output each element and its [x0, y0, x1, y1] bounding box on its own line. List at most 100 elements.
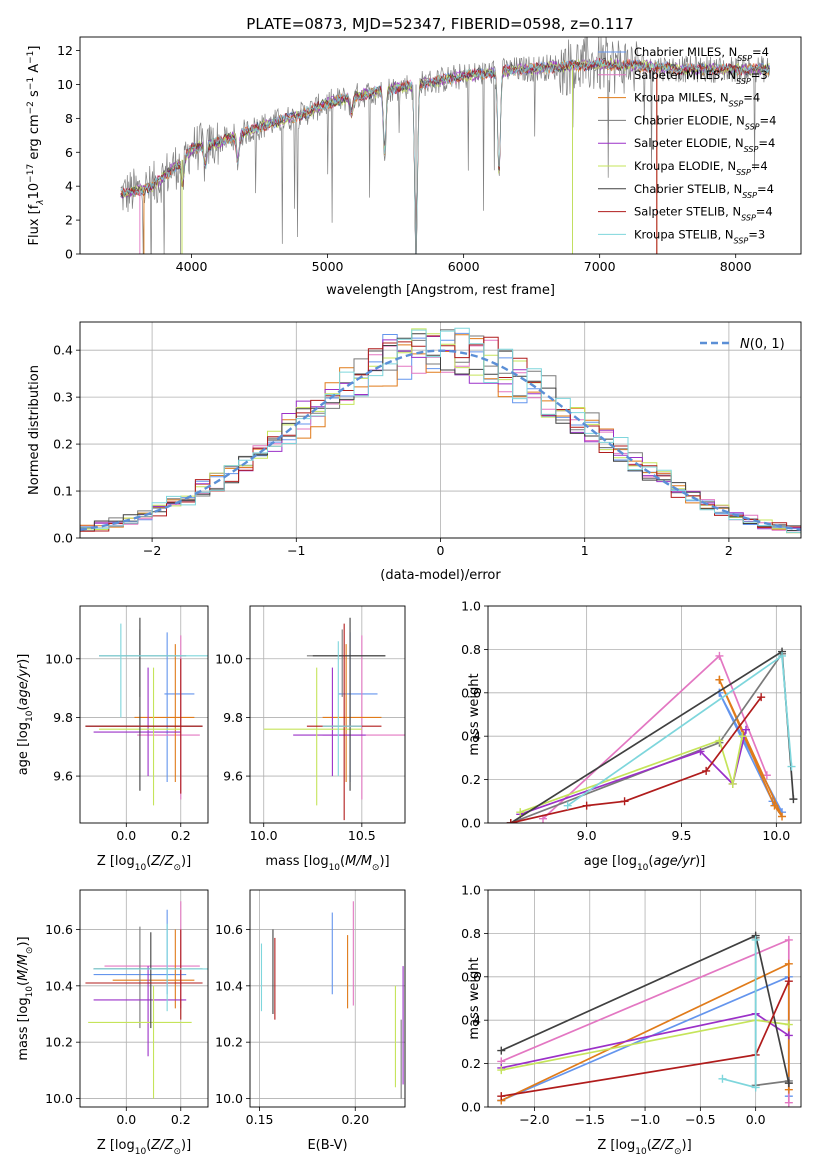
axes-frame — [79, 321, 802, 539]
weight-point-kroupa-stelib — [718, 1074, 727, 1083]
grid — [488, 889, 801, 1108]
weight-line-kroupa-stelib — [567, 654, 793, 807]
y-tick-label: 10 — [57, 77, 73, 92]
plot-area — [260, 901, 404, 1099]
weight-lines — [497, 931, 793, 1107]
x-tick-label: 10.0 — [250, 828, 278, 843]
plot-area — [120, 37, 771, 254]
page-title: PLATE=0873, MJD=52347, FIBERID=0598, z=0… — [246, 15, 633, 33]
panel-age-vs-mass: 10.0 10.5 9.6 9.8 10.0 mass [log10(M/M⊙)] — [215, 605, 406, 873]
grid — [80, 606, 208, 823]
y-axis-label: Normed distribution — [27, 365, 42, 495]
y-tick-label: 10.0 — [215, 651, 243, 666]
axes-frame — [79, 605, 209, 824]
legend-label: N(0, 1) — [740, 337, 785, 352]
weight-point-salpeter-stelib — [784, 977, 793, 986]
weight-point-salpeter-elodie — [741, 725, 750, 734]
x-tick-label: 6000 — [448, 259, 480, 274]
y-tick-label: 10.6 — [215, 922, 243, 937]
weight-point-salpeter-miles — [762, 771, 771, 780]
panel-weight-vs-age: 9.0 9.5 10.0 0.0 0.2 0.4 0.6 0.8 1.0 age [log10(a… — [461, 599, 802, 873]
x-tick-label: 2 — [725, 543, 733, 558]
y-tick-label: 4 — [65, 179, 73, 194]
errorbars — [85, 901, 208, 1099]
model-line-kroupa-stelib — [120, 59, 770, 254]
plot-area — [506, 647, 798, 823]
weight-point-salpeter-miles — [715, 651, 724, 660]
axes-frame — [79, 889, 209, 1108]
x-tick-label: −1.0 — [630, 1112, 660, 1127]
legend: Chabrier MILES, NSSP=4 Salpeter MILES, NS… — [598, 45, 776, 245]
y-axis-label: mass [log10(M/M⊙)] — [16, 936, 35, 1060]
y-tick-label: 0.4 — [53, 343, 73, 358]
panels: 4000 5000 6000 7000 8000024681012wavelength … — [16, 36, 802, 1157]
weight-point-salpeter-miles — [784, 935, 793, 944]
x-tick-label: 7000 — [584, 259, 616, 274]
y-tick-label: 10.4 — [45, 978, 73, 993]
y-tick-label: 0.6 — [461, 685, 481, 700]
y-tick-label: 1.0 — [461, 883, 481, 898]
y-tick-label: 10.6 — [45, 922, 73, 937]
x-axis-label: age [log10(age/yr)] — [584, 854, 706, 873]
y-tick-label: 10.0 — [45, 651, 73, 666]
x-tick-label: −0.5 — [685, 1112, 715, 1127]
errorbars — [260, 901, 404, 1099]
x-tick-label: 0.2 — [171, 1112, 191, 1127]
y-tick-label: 0.4 — [461, 729, 481, 744]
x-tick-label: −2 — [143, 543, 161, 558]
y-tick-label: 6 — [65, 145, 73, 160]
y-tick-label: 9.6 — [223, 769, 243, 784]
x-tick-label: 8000 — [720, 259, 752, 274]
y-tick-label: 0.2 — [461, 772, 481, 787]
y-axis-label: mass weight — [467, 673, 482, 755]
x-tick-label: 1 — [581, 543, 589, 558]
weight-point-salpeter-stelib — [757, 693, 766, 702]
y-tick-label: 10.4 — [215, 978, 243, 993]
weight-lines — [506, 647, 798, 823]
weight-point-salpeter-stelib — [497, 1092, 506, 1101]
y-axis-label: Flux [fλ10−17 erg cm−2 s−1 A−1] — [26, 46, 46, 246]
y-axis-label: age [log10(age/yr)] — [16, 654, 35, 776]
weight-point-kroupa-stelib — [563, 801, 572, 810]
panel-spectrum: 4000 5000 6000 7000 8000 0 2 4 6 8 10 12 wavelength … — [26, 36, 802, 298]
plot-area — [85, 901, 208, 1099]
normal-curve — [80, 349, 801, 531]
x-tick-label: 10.5 — [348, 828, 376, 843]
weight-point-chabrier-stelib — [784, 1079, 793, 1088]
legend-label: Kroupa ELODIE, NSSP=4 — [634, 159, 768, 177]
weight-point-kroupa-miles — [715, 675, 724, 684]
weight-point-kroupa-miles — [784, 959, 793, 968]
x-tick-label: 0 — [437, 543, 445, 558]
grid — [488, 605, 801, 824]
weight-point-kroupa-elodie — [784, 1020, 793, 1029]
x-tick-label: 10.0 — [762, 828, 790, 843]
legend-label: Kroupa MILES, NSSP=4 — [634, 91, 760, 109]
weight-point-salpeter-elodie — [784, 1031, 793, 1040]
plot-area — [85, 617, 208, 806]
legend-label: Salpeter STELIB, NSSP=4 — [634, 205, 773, 223]
x-tick-label: 0.2 — [171, 828, 191, 843]
x-tick-label: 0.0 — [116, 1112, 136, 1127]
y-tick-label: 9.8 — [53, 710, 73, 725]
legend-label: Chabrier ELODIE, NSSP=4 — [634, 113, 776, 130]
axes-frame — [249, 889, 406, 1108]
y-tick-label: 0.2 — [53, 437, 73, 452]
x-tick-label: 5000 — [312, 259, 344, 274]
x-tick-label: 0.20 — [341, 1112, 369, 1127]
legend-label: Salpeter ELODIE, NSSP=4 — [634, 136, 775, 154]
x-tick-label: 9.0 — [577, 828, 597, 843]
axes-frame — [249, 605, 406, 824]
weight-point-kroupa-elodie — [738, 732, 747, 741]
y-tick-label: 0.4 — [461, 1013, 481, 1028]
y-tick-label: 0.8 — [461, 926, 481, 941]
weight-point-kroupa-stelib — [787, 762, 796, 771]
weight-point-kroupa-elodie — [728, 779, 737, 788]
weight-point-kroupa-stelib — [778, 651, 787, 660]
y-tick-label: 8 — [65, 111, 73, 126]
legend: N(0, 1) — [700, 337, 785, 352]
x-axis-label: wavelength [Angstrom, rest frame] — [326, 283, 555, 298]
y-tick-label: 9.6 — [53, 769, 73, 784]
x-axis-label: mass [log10(M/M⊙)] — [265, 854, 389, 873]
weight-line-kroupa-stelib — [722, 939, 757, 1089]
